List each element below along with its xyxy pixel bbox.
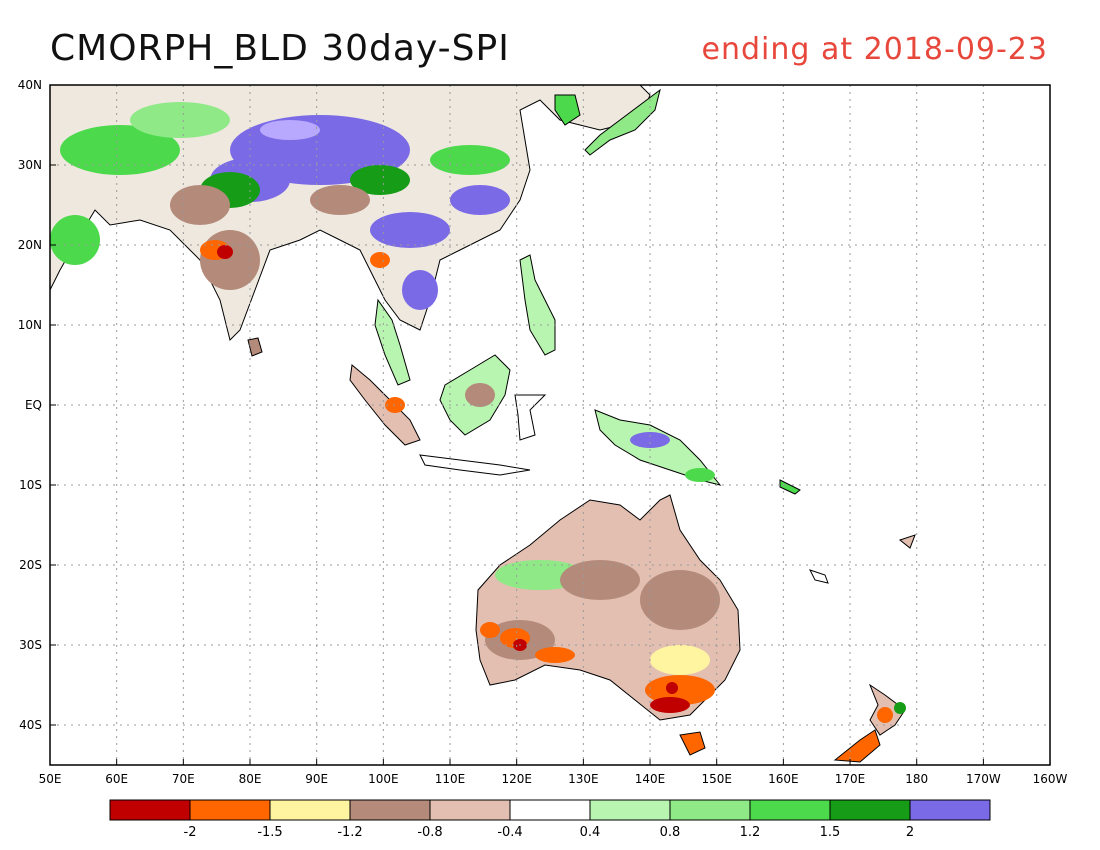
java-landmass [419, 454, 531, 476]
sulawesi-landmass [514, 394, 547, 441]
colorbar-label: 0.4 [580, 825, 601, 840]
longitude-labels: 50E 60E 70E 80E 90E 100E 110E 120E 130E 140E 150E 1… [39, 759, 1068, 786]
colorbar-label: 2 [906, 825, 914, 840]
lon-label: 170E [835, 772, 866, 786]
map-frame [49, 84, 1051, 766]
colorbar-swatch [589, 799, 671, 821]
colorbar-swatch [349, 799, 431, 821]
fiji-landmass [898, 534, 916, 549]
lon-label: 160W [1033, 772, 1068, 786]
lon-label: 80E [239, 772, 262, 786]
sri-lanka-landmass [247, 337, 263, 357]
colorbar-label: -0.8 [417, 825, 442, 840]
map-date: ending at 2018-09-23 [701, 32, 1048, 67]
lat-label: 20S [19, 558, 42, 572]
colorbar-swatch [189, 799, 271, 821]
lat-label: EQ [25, 398, 42, 412]
colorbar-swatch [509, 799, 591, 821]
lat-label: 30S [19, 638, 42, 652]
colorbar-label: -0.4 [497, 825, 522, 840]
colorbar-swatch [669, 799, 751, 821]
colorbar-swatch [429, 799, 511, 821]
new-zealand-south-landmass [833, 729, 881, 763]
new-guinea-landmass [594, 409, 722, 486]
lon-label: 160E [768, 772, 799, 786]
lon-label: 170W [966, 772, 1001, 786]
latitude-labels: 40N 30N 20N 10N EQ 10S 20S 30S 40S [18, 78, 56, 732]
lon-label: 150E [701, 772, 732, 786]
japan-landmass [584, 88, 661, 156]
lat-label: 20N [18, 238, 42, 252]
lon-label: 140E [635, 772, 666, 786]
malay-peninsula [374, 298, 411, 386]
lon-label: 180 [905, 772, 928, 786]
colorbar-label: 1.5 [820, 825, 841, 840]
lat-label: 10N [18, 318, 42, 332]
tasmania-landmass [679, 731, 706, 756]
lon-label: 120E [501, 772, 532, 786]
lon-label: 130E [568, 772, 599, 786]
lon-label: 110E [435, 772, 466, 786]
colorbar-label: 0.8 [660, 825, 681, 840]
lat-label: 40N [18, 78, 42, 92]
colorbar-swatch [829, 799, 911, 821]
lon-label: 90E [305, 772, 328, 786]
lon-label: 60E [105, 772, 128, 786]
korea-landmass [554, 94, 581, 126]
philippines-landmass [519, 254, 556, 356]
colorbar-label: -1.5 [257, 825, 282, 840]
lat-label: 10S [19, 478, 42, 492]
new-caledonia-landmass [809, 569, 829, 584]
map-title: CMORPH_BLD 30day-SPI [50, 28, 510, 69]
graticule [50, 85, 1050, 765]
lat-label: 40S [19, 718, 42, 732]
lon-label: 100E [368, 772, 399, 786]
lat-label: 30N [18, 158, 42, 172]
lon-label: 50E [39, 772, 62, 786]
spi-patches [50, 102, 906, 723]
colorbar-label: 1.2 [740, 825, 761, 840]
lon-label: 70E [172, 772, 195, 786]
land-masses [50, 85, 916, 763]
colorbar-swatch [269, 799, 351, 821]
colorbar-swatch [749, 799, 831, 821]
colorbar-swatch [909, 799, 991, 821]
colorbar-swatch [109, 799, 191, 821]
colorbar: -2 -1.5 -1.2 -0.8 -0.4 0.4 0.8 1.2 1.5 2 [109, 799, 991, 840]
colorbar-label: -2 [184, 825, 197, 840]
colorbar-label: -1.2 [337, 825, 362, 840]
